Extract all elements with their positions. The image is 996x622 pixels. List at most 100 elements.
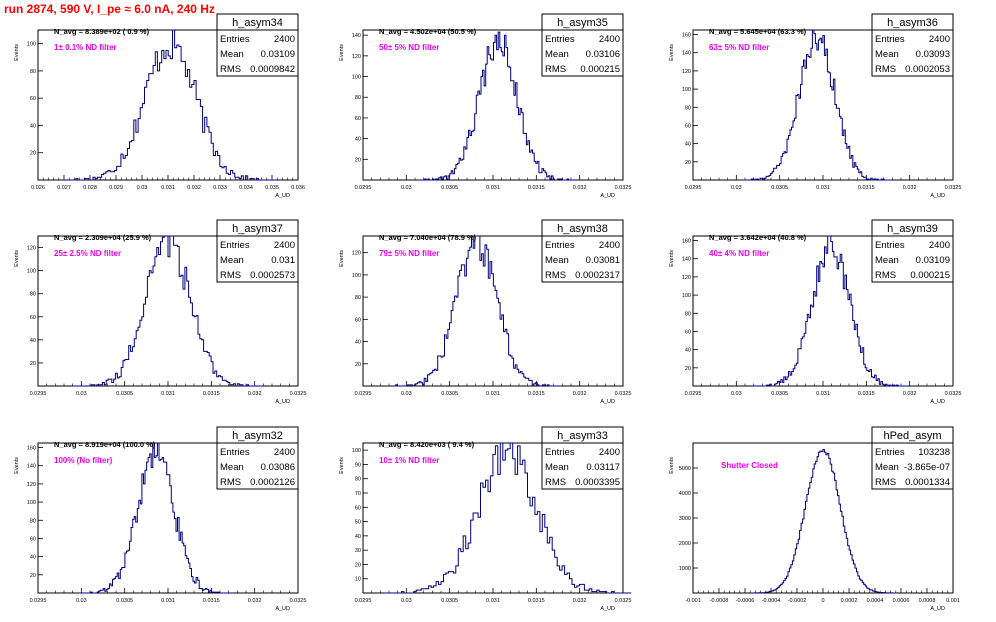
y-tick-label: 60 [30,536,36,542]
y-tick-label: 100 [27,269,36,275]
stats-mean-value: 0.03117 [586,462,620,473]
x-tick-label: 0.0315 [203,391,220,397]
x-tick-label: 0.03 [76,598,87,604]
stats-mean-label: Mean [875,462,899,473]
stats-entries-label: Entries [220,240,250,251]
stats-mean-value: -3.865e-07 [904,462,950,473]
x-tick-label: 0.0295 [355,598,372,604]
stats-entries-value: 2400 [274,34,295,45]
x-tick-label: 0.032 [903,185,917,191]
histogram-series [392,235,561,387]
x-tick-label: 0.026 [31,185,45,191]
x-tick-label: 0.031 [161,391,175,397]
x-tick-label: 0.0315 [528,185,545,191]
stats-entries-label: Entries [875,447,905,458]
y-tick-label: 100 [682,293,691,299]
x-tick-label: 0.0305 [116,598,133,604]
x-axis-title: A_UD [275,399,290,405]
y-tick-label: 140 [27,464,36,470]
y-tick-label: 80 [685,311,691,317]
stats-box [871,219,954,283]
histogram-panel-h_asym35: 0.0295 0.03 0.0305 0.031 0.0315 0.032 0.0325 20… [339,13,631,199]
x-tick-label: 0.03 [137,185,148,191]
histogram-series [752,235,910,387]
stats-entries-label: Entries [875,240,905,251]
stats-rms-value: 0.0002053 [905,64,950,75]
navg-label: N_avg = 8.389e+02 ( 0.9 %) [54,27,150,36]
stats-entries-label: Entries [545,447,575,458]
x-axis-title: A_UD [275,606,290,612]
stats-mean-value: 0.03106 [586,49,620,60]
stats-entries-value: 2400 [929,240,950,251]
x-tick-label: 0.0002 [841,598,858,604]
x-tick-label: 0.029 [109,185,123,191]
histogram-name: h_asym33 [557,430,608,442]
y-tick-label: 90 [355,462,361,468]
y-tick-label: 80 [30,292,36,298]
stats-mean-label: Mean [220,255,244,266]
histogram-series [74,235,262,387]
stats-mean-label: Mean [875,49,899,60]
x-tick-label: 0.032 [248,391,262,397]
stats-rms-value: 0.000215 [910,270,950,281]
histogram-panel-h_asym36: 0.0295 0.03 0.0305 0.031 0.0315 0.032 0.0325 20… [669,13,961,199]
x-tick-label: -0.0004 [762,598,781,604]
stats-rms-label: RMS [220,477,241,488]
histogram-panel-h_asym32: 0.0295 0.03 0.0305 0.031 0.0315 0.032 0.0325 20… [14,426,306,612]
stats-box [216,219,299,283]
stats-entries-value: 2400 [599,34,620,45]
y-tick-label: 20 [685,366,691,372]
x-tick-label: 0.03 [731,391,742,397]
stats-entries-value: 2400 [599,447,620,458]
y-tick-label: 160 [682,33,691,39]
stats-mean-value: 0.03109 [916,255,950,266]
x-tick-label: 0.0295 [685,185,702,191]
navg-label: N_avg = 8.919e+04 (100.0 %) [54,440,156,449]
y-tick-label: 20 [355,562,361,568]
stats-mean-label: Mean [220,49,244,60]
y-tick-label: 40 [355,137,361,143]
stats-rms-value: 0.0002126 [250,477,295,488]
stats-rms-value: 0.0009842 [250,64,295,75]
y-axis-title: Events [669,250,675,267]
stats-rms-label: RMS [220,64,241,75]
stats-rms-value: 0.0001334 [905,477,950,488]
filter-label: 40± 4% ND filter [709,249,769,258]
stats-entries-label: Entries [875,34,905,45]
y-tick-label: 50 [355,520,361,526]
stats-rms-value: 0.000215 [580,64,620,75]
x-tick-label: 0.0295 [355,391,372,397]
y-tick-label: 120 [27,482,36,488]
x-tick-label: 0.0315 [528,391,545,397]
y-tick-label: 100 [27,42,36,48]
y-tick-label: 60 [30,315,36,321]
x-axis-title: A_UD [930,606,945,612]
histogram-panel-h_asym37: 0.0295 0.03 0.0305 0.031 0.0315 0.032 0.0325 20… [14,219,306,405]
x-tick-label: 0.031 [486,185,500,191]
stats-box [541,426,624,490]
x-tick-label: -0.0008 [710,598,729,604]
y-tick-label: 140 [682,257,691,263]
histogram-name: h_asym38 [557,223,608,235]
x-tick-label: 0.0305 [771,391,788,397]
y-tick-label: 160 [682,239,691,245]
stats-rms-label: RMS [220,270,241,281]
stats-entries-label: Entries [545,240,575,251]
y-tick-label: 20 [685,160,691,166]
x-tick-label: 0.0006 [893,598,910,604]
y-axis-title: Events [669,457,675,474]
x-tick-label: 0.032 [573,391,587,397]
x-tick-label: 0.0305 [771,185,788,191]
x-tick-label: 0.0305 [441,185,458,191]
x-tick-label: 0.0325 [945,391,962,397]
y-tick-label: 60 [355,505,361,511]
y-axis-title: Events [339,44,345,61]
y-tick-label: 20 [30,361,36,367]
x-tick-label: 0.032 [248,598,262,604]
x-tick-label: 0.032 [573,185,587,191]
y-tick-label: 140 [352,33,361,39]
y-tick-label: 120 [352,251,361,257]
histogram-panel-hPed_asym: -0.001 -0.0008 -0.0006 -0.0004 -0.0002 0 0.000… [669,426,960,612]
filter-label: 63± 5% ND filter [709,43,769,52]
y-tick-label: 140 [682,51,691,57]
